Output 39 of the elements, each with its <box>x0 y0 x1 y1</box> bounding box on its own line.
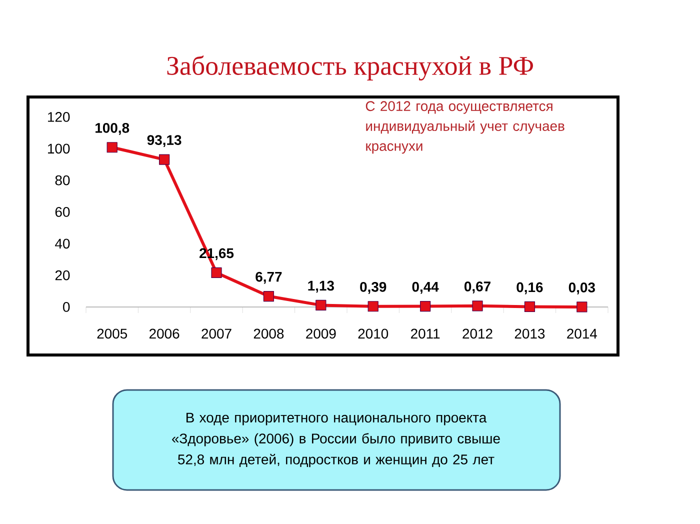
y-tick-label: 40 <box>55 238 70 249</box>
data-label: 0,67 <box>464 281 490 294</box>
x-tick-label: 2012 <box>462 328 492 339</box>
annotation: С 2012 года осуществляется индивидуальный учет случаев краснухи <box>366 101 564 154</box>
point <box>576 302 588 312</box>
x-tick-label: 2009 <box>306 328 336 339</box>
x-tick-label: 2014 <box>567 328 598 339</box>
point <box>368 301 378 312</box>
y-tick-label: 80 <box>55 175 70 186</box>
y-tick-label: 120 <box>48 112 70 122</box>
y-tick-label: 20 <box>55 270 70 280</box>
point <box>106 142 118 153</box>
point <box>316 300 326 310</box>
chart-title: Заболеваемость краснухой в РФ <box>167 55 533 81</box>
data-label: 1,13 <box>308 280 334 293</box>
x-tick-label: 2007 <box>202 328 232 339</box>
x-tick-label: 2011 <box>411 328 440 339</box>
data-label: 0,44 <box>412 282 439 294</box>
data-label: 93,13 <box>147 135 182 148</box>
data-label: 100,8 <box>96 122 130 135</box>
x-tick-label: 2013 <box>514 328 545 339</box>
data-label: 0,16 <box>516 282 543 294</box>
point <box>524 301 536 312</box>
x-tick-label: 2005 <box>97 328 128 339</box>
data-label: 6,77 <box>256 272 282 284</box>
x-tick-label: 2008 <box>254 328 284 339</box>
x-tick-label: 2010 <box>358 328 388 339</box>
text: В ходе приоритетного национального проекта «Здоровье» (2006) в России было привито свыше 52,8 млн детей, подростков и женщин до 25 лет <box>172 412 500 468</box>
y-tick-label: 60 <box>55 207 70 217</box>
y-tick-label: 0 <box>63 302 70 312</box>
data-label: 0,03 <box>568 282 595 294</box>
data-label: 0,39 <box>360 282 386 294</box>
point <box>263 290 274 302</box>
point <box>211 267 222 278</box>
point <box>472 300 483 312</box>
point <box>420 300 431 312</box>
x-tick-label: 2006 <box>150 328 180 339</box>
point <box>159 154 170 165</box>
y-tick-label: 100 <box>48 144 70 154</box>
